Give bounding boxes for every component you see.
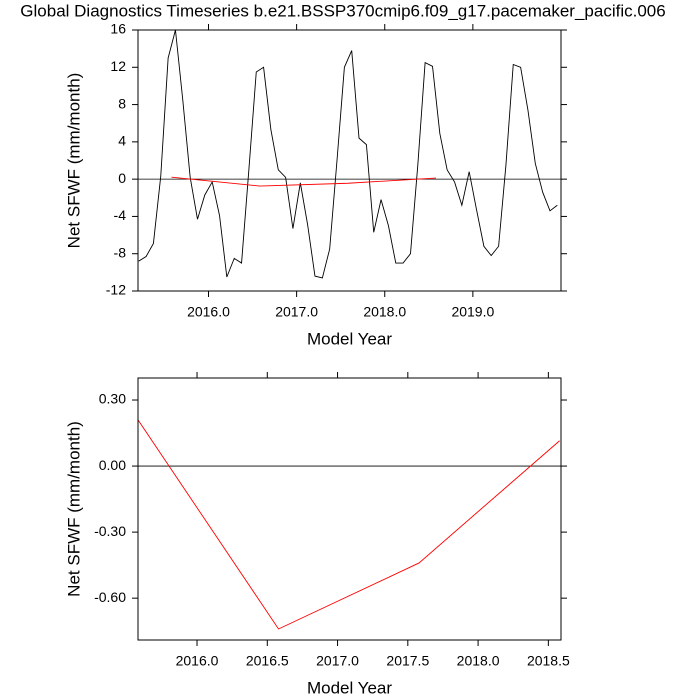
y-tick-label: -12 [106, 282, 126, 298]
x-axis-label: Model Year [307, 329, 392, 348]
y-tick-label: -4 [114, 207, 127, 223]
y-axis-label: Net SFWF (mm/month) [64, 73, 83, 249]
y-tick-label: -8 [114, 244, 127, 260]
y-tick-label: 16 [110, 21, 126, 37]
x-tick-label: 2016.0 [187, 304, 230, 320]
chart-title: Global Diagnostics Timeseries b.e21.BSSP… [20, 1, 665, 20]
data-line [171, 176, 436, 187]
y-tick-label: 0.00 [99, 457, 126, 473]
plot-frame [137, 377, 562, 641]
y-tick-label: 0.30 [99, 391, 126, 407]
y-tick-label: 4 [118, 133, 126, 149]
y-tick-label: 8 [118, 95, 126, 111]
data-line [138, 29, 558, 279]
x-tick-label: 2017.5 [386, 653, 429, 669]
x-tick-label: 2016.0 [176, 653, 219, 669]
x-axis-label: Model Year [307, 678, 392, 697]
data-line [137, 419, 560, 630]
y-tick-label: 0 [118, 170, 126, 186]
x-tick-label: 2019.0 [451, 304, 494, 320]
x-tick-label: 2017.0 [316, 653, 359, 669]
x-tick-label: 2018.0 [363, 304, 406, 320]
plot-frame [137, 29, 562, 292]
x-tick-label: 2017.0 [275, 304, 318, 320]
x-tick-label: 2018.0 [457, 653, 500, 669]
x-tick-label: 2018.5 [527, 653, 570, 669]
y-tick-label: -0.30 [94, 523, 126, 539]
x-tick-label: 2016.5 [246, 653, 289, 669]
y-axis-label: Net SFWF (mm/month) [64, 421, 83, 597]
y-tick-label: 12 [110, 58, 126, 74]
y-tick-label: -0.60 [94, 589, 126, 605]
